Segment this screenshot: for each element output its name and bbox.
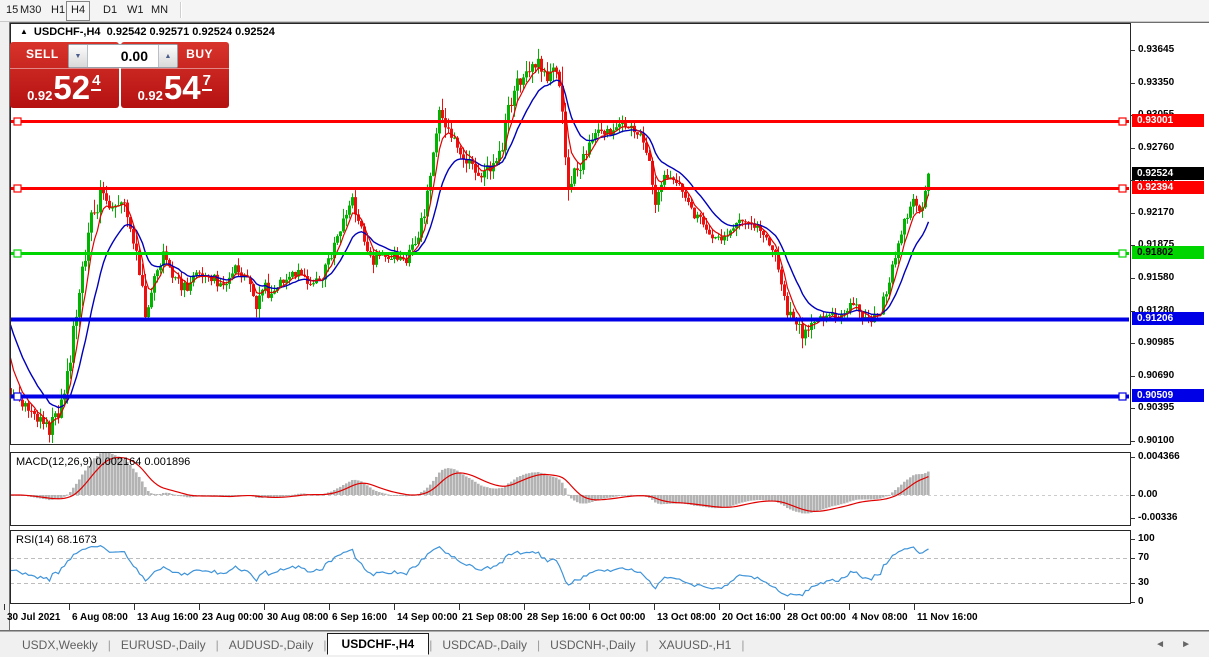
timeframe-button-mn[interactable]: MN	[151, 4, 169, 16]
price-tick-label: 0.90985	[1138, 337, 1175, 349]
rsi-name: RSI(14)	[16, 534, 54, 546]
hline-price-label: 0.91206	[1132, 312, 1204, 325]
macd-tick-label: 0.004366	[1138, 451, 1180, 462]
tab-scroll-right-icon[interactable]: ►	[1181, 639, 1191, 650]
buy-price-pip-digit: 7	[201, 72, 212, 91]
buy-price-prefix: 0.92	[137, 88, 163, 103]
timeframe-button-h1[interactable]: H1	[51, 4, 66, 16]
sell-price-prefix: 0.92	[27, 88, 53, 103]
buy-button-label[interactable]: BUY	[186, 47, 213, 61]
rsi-tick-label: 0	[1138, 596, 1144, 607]
sell-price-pip-digit: 4	[91, 72, 102, 91]
hline-price-label: 0.90509	[1132, 389, 1204, 402]
time-axis-label: 30 Jul 2021	[7, 612, 61, 623]
chart-title-bar: ▲ USDCHF-,H4 0.92542 0.92571 0.92524 0.92…	[20, 26, 275, 38]
lot-decrease-button[interactable]: ▼	[69, 45, 88, 67]
tab-separator: |	[645, 637, 649, 652]
chart-symbol-title: USDCHF-,H4	[33, 26, 101, 38]
time-axis-label: 6 Sep 16:00	[332, 612, 388, 623]
tab-separator: |	[323, 637, 327, 652]
tab-separator: |	[107, 637, 111, 652]
time-axis-label: 13 Aug 16:00	[137, 612, 199, 623]
price-tick-label: 0.91280	[1138, 304, 1175, 316]
time-axis-label: 6 Aug 08:00	[72, 612, 128, 623]
time-axis-label: 23 Aug 00:00	[202, 612, 264, 623]
panel-collapse-icon[interactable]: ▲	[20, 27, 28, 36]
chart-tabs-bar: ◄ ► USDX,Weekly | EURUSD-,Daily | AUDUSD-,Da…	[0, 631, 1209, 657]
tab-separator: |	[215, 637, 219, 652]
timeframe-button-h4[interactable]: H4	[66, 1, 91, 21]
time-axis-label: 21 Sep 08:00	[462, 612, 523, 623]
buy-price-big-digits: 54	[163, 69, 201, 106]
lot-size-spinner: ▼ ▲	[68, 44, 178, 68]
lot-increase-button[interactable]: ▲	[158, 45, 177, 67]
timeframe-button-w1[interactable]: W1	[127, 4, 144, 16]
tab-separator: |	[741, 637, 745, 652]
chart-tab-usdx[interactable]: USDX,Weekly	[22, 637, 98, 652]
sell-price-big-digits: 52	[53, 69, 91, 106]
rsi-tick-label: 70	[1138, 552, 1150, 563]
tab-separator: |	[429, 637, 433, 652]
time-axis-label: 14 Sep 00:00	[397, 612, 458, 623]
tab-separator: |	[537, 637, 541, 652]
chart-tab-audusd[interactable]: AUDUSD-,Daily	[228, 637, 314, 652]
chart-ohlc-values: 0.92542 0.92571 0.92524 0.92524	[106, 26, 275, 38]
sell-button-label[interactable]: SELL	[26, 47, 59, 61]
price-tick-label: 0.92760	[1138, 141, 1175, 153]
chart-tab-eurusd[interactable]: EURUSD-,Daily	[120, 637, 206, 652]
rsi-indicator-label: RSI(14) 68.1673	[16, 534, 97, 546]
chart-tab-usdchf[interactable]: USDCHF-,H4	[326, 632, 430, 655]
time-axis-label: 28 Oct 00:00	[787, 612, 846, 623]
time-axis-label: 4 Nov 08:00	[852, 612, 908, 623]
chart-tab-usdcnh[interactable]: USDCNH-,Daily	[550, 637, 636, 652]
macd-indicator-label: MACD(12,26,9) 0.002164 0.001896	[16, 456, 190, 468]
timeframe-button-d1[interactable]: D1	[103, 4, 118, 16]
time-axis-label: 28 Sep 16:00	[527, 612, 588, 623]
toolbar-separator	[180, 2, 181, 18]
chart-tab-xauusd[interactable]: XAUUSD-,H1	[658, 637, 732, 652]
time-axis-label: 13 Oct 08:00	[657, 612, 716, 623]
chevron-up-icon: ▲	[164, 52, 172, 60]
time-axis-label: 11 Nov 16:00	[917, 612, 978, 623]
price-tick-label: 0.91580	[1138, 271, 1175, 283]
timeframe-button-m30[interactable]: M30	[20, 4, 42, 16]
buy-price: 0.92 54 7	[121, 69, 230, 108]
time-axis-label: 30 Aug 08:00	[267, 612, 329, 623]
macd-name: MACD(12,26,9)	[16, 456, 93, 468]
tab-scroll-left-icon[interactable]: ◄	[1155, 639, 1165, 650]
macd-tick-label: 0.00	[1138, 489, 1158, 500]
current-price-label: 0.92524	[1132, 167, 1204, 180]
rsi-value: 68.1673	[56, 534, 97, 546]
price-tick-label: 0.91875	[1138, 239, 1175, 251]
chevron-down-icon: ▼	[74, 52, 82, 60]
rsi-tick-label: 100	[1138, 533, 1155, 544]
price-tick-label: 0.93350	[1138, 76, 1175, 88]
time-axis-label: 20 Oct 16:00	[722, 612, 781, 623]
price-tick-label: 0.90395	[1138, 402, 1175, 414]
macd-values: 0.002164 0.001896	[95, 456, 191, 468]
chart-tab-usdcad[interactable]: USDCAD-,Daily	[442, 637, 528, 652]
lot-size-input[interactable]	[88, 45, 158, 67]
rsi-tick-label: 30	[1138, 577, 1150, 588]
hline-price-label: 0.92394	[1132, 181, 1204, 194]
time-axis-label: 6 Oct 00:00	[592, 612, 646, 623]
timeframe-button-15[interactable]: 15	[6, 4, 19, 16]
hline-price-label: 0.91802	[1132, 246, 1204, 259]
one-click-trading-panel: SELL 0.92 52 4 BUY 0.92 54 7	[10, 42, 229, 108]
price-tick-label: 0.90690	[1138, 369, 1175, 381]
hline-price-label: 0.93001	[1132, 114, 1204, 127]
price-tick-label: 0.92170	[1138, 206, 1175, 218]
sell-price: 0.92 52 4	[10, 69, 119, 108]
price-tick-label: 0.93645	[1138, 44, 1175, 55]
timeframe-toolbar: 15 M30 H1 H4 D1 W1 MN	[0, 0, 1209, 22]
macd-tick-label: -0.00336	[1138, 512, 1178, 523]
price-tick-label: 0.90100	[1138, 435, 1175, 446]
